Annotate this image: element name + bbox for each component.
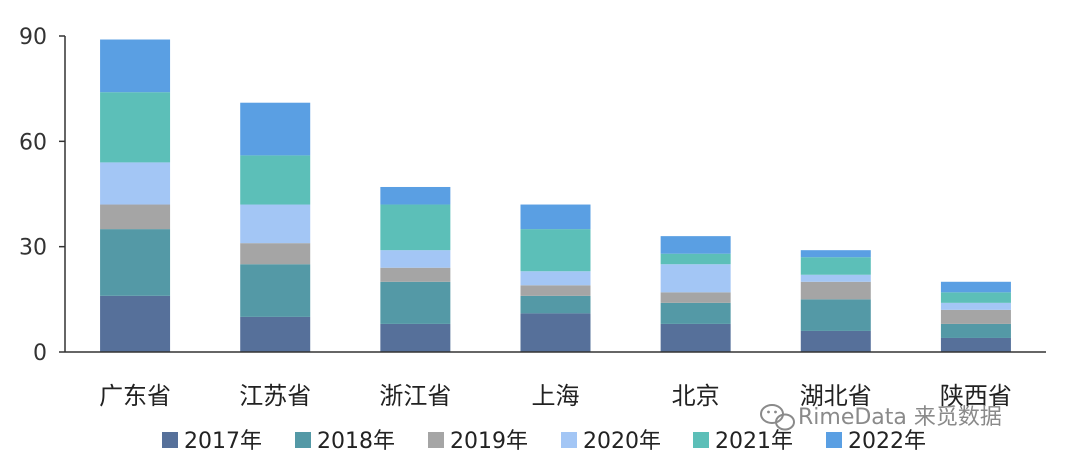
bar-segment-2019年-广东省 (100, 204, 171, 230)
bar-segment-2017年-湖北省 (800, 330, 871, 352)
x-tick-label: 湖北省 (800, 382, 872, 410)
bar-segment-2022年-北京 (660, 236, 731, 254)
bar-segment-2019年-湖北省 (800, 281, 871, 300)
bar-segment-2022年-广东省 (100, 39, 171, 93)
bar-segment-2017年-陕西省 (940, 337, 1011, 352)
bar-segment-2021年-浙江省 (380, 204, 451, 251)
x-tick-label: 江苏省 (239, 382, 311, 410)
bar-segment-2020年-湖北省 (800, 274, 871, 282)
x-tick-label: 上海 (532, 382, 580, 410)
legend-label: 2017年 (184, 429, 262, 454)
bar-segment-2018年-北京 (660, 302, 731, 324)
watermark-text: RimeData 来觅数据 (798, 405, 1002, 430)
bar-segment-2018年-浙江省 (380, 281, 451, 324)
y-tick-label: 90 (19, 25, 47, 50)
bar-segment-2018年-湖北省 (800, 299, 871, 331)
bar-segment-2021年-广东省 (100, 92, 171, 163)
legend-label: 2022年 (848, 429, 926, 454)
bar-segment-2022年-上海 (520, 204, 591, 230)
y-tick-label: 30 (19, 236, 47, 261)
x-tick-label: 北京 (672, 382, 720, 410)
bar-segment-2018年-陕西省 (940, 323, 1011, 338)
legend-label: 2021年 (715, 429, 793, 454)
bar-segment-2019年-浙江省 (380, 267, 451, 282)
y-tick-label: 0 (33, 341, 47, 366)
bar-segment-2021年-湖北省 (800, 257, 871, 275)
axes: 0 30 60 90 (19, 25, 1046, 366)
x-tick-label: 广东省 (99, 382, 171, 410)
plot-area (100, 39, 1011, 352)
bar-segment-2021年-上海 (520, 229, 591, 272)
legend-label: 2019年 (450, 429, 528, 454)
wechat-icon (760, 404, 795, 431)
category-labels: 广东省 江苏省 浙江省 上海 北京 湖北省 陕西省 (99, 382, 1012, 410)
bar-segment-2022年-浙江省 (380, 186, 451, 205)
bar-segment-2022年-湖北省 (800, 250, 871, 258)
y-tick-label: 60 (19, 130, 47, 155)
bar-segment-2019年-陕西省 (940, 309, 1011, 324)
legend-swatch (693, 432, 709, 448)
bar-segment-2020年-陕西省 (940, 302, 1011, 310)
bar-segment-2017年-广东省 (100, 295, 171, 352)
legend-label: 2020年 (583, 429, 661, 454)
bar-segment-2019年-上海 (520, 285, 591, 296)
legend-swatch (428, 432, 444, 448)
legend-swatch (826, 432, 842, 448)
bar-segment-2020年-广东省 (100, 162, 171, 205)
legend-swatch (295, 432, 311, 448)
bar-segment-2021年-北京 (660, 253, 731, 265)
bar-segment-2020年-上海 (520, 271, 591, 286)
bar-segment-2017年-浙江省 (380, 323, 451, 352)
watermark: RimeData 来觅数据 (760, 404, 1002, 431)
bar-segment-2021年-江苏省 (240, 155, 311, 205)
bar-segment-2020年-北京 (660, 264, 731, 293)
legend-swatch (561, 432, 577, 448)
bar-segment-2022年-江苏省 (240, 102, 311, 156)
bar-segment-2022年-陕西省 (940, 281, 1011, 293)
bar-segment-2017年-北京 (660, 323, 731, 352)
bar-segment-2021年-陕西省 (940, 292, 1011, 303)
bar-segment-2019年-江苏省 (240, 243, 311, 265)
x-tick-label: 陕西省 (940, 382, 1012, 410)
bar-segment-2018年-江苏省 (240, 264, 311, 317)
bar-segment-2017年-江苏省 (240, 316, 311, 352)
bar-segment-2019年-北京 (660, 292, 731, 303)
bar-segment-2020年-江苏省 (240, 204, 311, 244)
legend-label: 2018年 (317, 429, 395, 454)
x-tick-label: 浙江省 (379, 382, 451, 410)
bar-segment-2018年-广东省 (100, 229, 171, 296)
legend: 2017年 2018年 2019年 2020年 2021年 2022年 (162, 429, 926, 454)
legend-swatch (162, 432, 178, 448)
bar-segment-2017年-上海 (520, 313, 591, 352)
bar-segment-2020年-浙江省 (380, 250, 451, 268)
bar-segment-2018年-上海 (520, 295, 591, 314)
